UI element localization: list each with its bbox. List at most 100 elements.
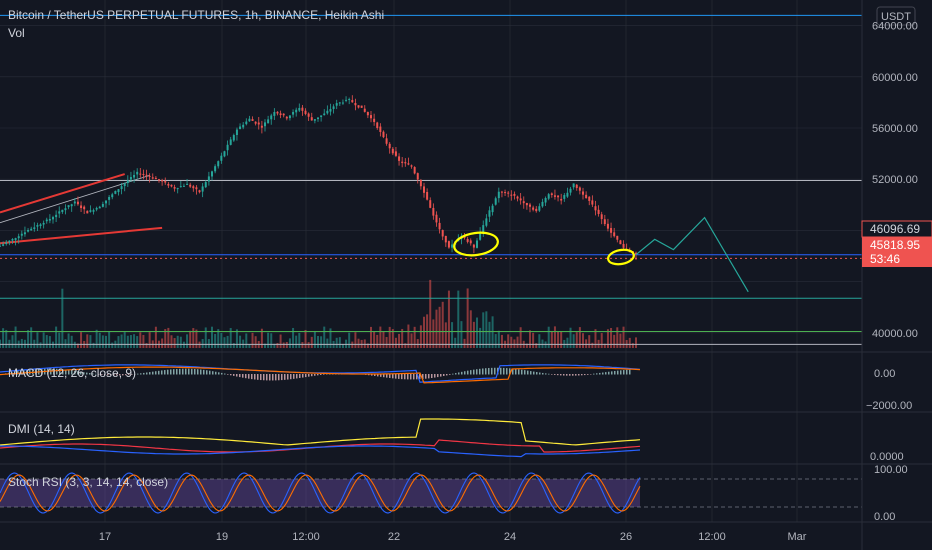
macd-histogram-bar: [74, 370, 76, 375]
macd-histogram-bar: [581, 374, 583, 376]
macd-histogram-bar: [461, 371, 463, 375]
candle-body: [416, 173, 419, 180]
price-axis[interactable]: 40000.00 52000.00 56000.00 60000.00 64000.00: [872, 21, 918, 340]
vol-label: Vol: [8, 26, 25, 40]
macd-histogram-bar: [536, 372, 538, 375]
candle-body: [619, 240, 622, 245]
price-axis-tick: 52000.00: [872, 174, 918, 186]
volume-bar: [120, 334, 123, 348]
candle-body: [42, 222, 45, 225]
volume-bar: [89, 335, 92, 348]
macd-histogram-bar: [86, 372, 88, 375]
candle-body: [398, 156, 401, 161]
volume-bar: [578, 327, 581, 348]
volume-bar: [67, 333, 70, 348]
macd-histogram-bar: [494, 367, 496, 375]
volume-bar: [379, 326, 382, 348]
candle-body: [251, 119, 254, 121]
candle-body: [80, 205, 83, 209]
volume-bar: [479, 327, 482, 348]
macd-histogram-bar: [560, 374, 562, 376]
time-axis[interactable]: 17 19 12:00 22 24 26 12:00 Mar: [99, 531, 807, 543]
candles: [0, 95, 637, 261]
candle-body: [23, 232, 26, 235]
volume-bar: [117, 336, 120, 348]
candle-body: [98, 206, 101, 209]
last-price-tag: 46096.69: [861, 220, 932, 238]
price-axis-tick: 40000.00: [872, 328, 918, 340]
candle-body: [264, 122, 266, 127]
volume-bar: [214, 333, 217, 348]
candle-body: [158, 179, 160, 181]
macd-histogram-bar: [401, 374, 403, 380]
macd-histogram-bar: [551, 374, 553, 375]
macd-histogram-bar: [584, 374, 586, 376]
macd-histogram-bar: [443, 374, 445, 377]
macd-histogram-bar: [599, 372, 601, 375]
candle-body: [541, 201, 544, 207]
candle-body: [64, 208, 67, 211]
volume-bar: [108, 331, 111, 348]
volume-bar: [211, 326, 213, 348]
volume-bar: [429, 279, 432, 348]
macd-histogram-bar: [368, 374, 370, 376]
volume-bar: [572, 334, 575, 348]
macd-histogram-bar: [176, 368, 178, 375]
macd-histogram-bar: [596, 373, 598, 375]
candle-body: [435, 214, 438, 223]
macd-histogram-bar: [518, 369, 520, 375]
volume-bar: [466, 288, 469, 348]
volume-bar: [335, 337, 338, 348]
candle-body: [114, 190, 117, 194]
volume-bar: [248, 343, 251, 348]
candle-body: [142, 173, 145, 175]
candle-body: [366, 112, 369, 116]
volume-bar: [613, 334, 616, 348]
volume-bar: [441, 301, 444, 348]
candle-body: [223, 151, 226, 157]
macd-histogram-bar: [239, 374, 241, 378]
volume-bar: [273, 343, 276, 348]
volume-bar: [404, 343, 407, 348]
macd-histogram-bar: [173, 369, 175, 375]
candle-body: [388, 143, 391, 149]
volume-bar: [619, 333, 622, 348]
macd-histogram-bar: [143, 372, 145, 375]
candle-body: [466, 239, 469, 242]
volume-bar: [538, 334, 541, 348]
chart-title: Bitcoin / TetherUS PERPETUAL FUTURES, 1h…: [8, 8, 384, 22]
volume-bar: [42, 332, 45, 348]
macd-histogram-bar: [170, 369, 172, 375]
candle-body: [407, 163, 410, 165]
candle-body: [519, 198, 522, 201]
volume-bar: [357, 338, 360, 348]
dmi-label: DMI (14, 14): [8, 422, 75, 436]
indicator-panes: [0, 364, 862, 514]
candle-body: [198, 190, 201, 193]
candle-body: [426, 191, 429, 200]
macd-histogram-bar: [458, 372, 460, 375]
macd-histogram-bar: [101, 374, 103, 375]
candle-body: [525, 202, 528, 206]
candle-body: [295, 109, 298, 113]
volume-bar: [423, 316, 425, 348]
candle-body: [195, 187, 198, 190]
candle-body: [560, 198, 563, 201]
macd-histogram-bar: [440, 374, 442, 377]
currency-selector[interactable]: USDT: [876, 6, 916, 26]
candle-body: [182, 185, 185, 187]
candle-body: [444, 235, 447, 243]
volume-bar: [242, 339, 245, 348]
candle-body: [341, 102, 344, 104]
candle-body: [544, 198, 547, 203]
macd-histogram-bar: [56, 368, 58, 375]
candle-body: [229, 139, 232, 145]
volume-bar: [635, 337, 637, 348]
annotations: [453, 231, 635, 266]
volume-bar: [123, 332, 126, 348]
volume-bar: [220, 333, 223, 348]
macd-histogram-bar: [275, 374, 277, 381]
macd-histogram-bar: [290, 374, 292, 380]
candle-body: [11, 239, 14, 241]
